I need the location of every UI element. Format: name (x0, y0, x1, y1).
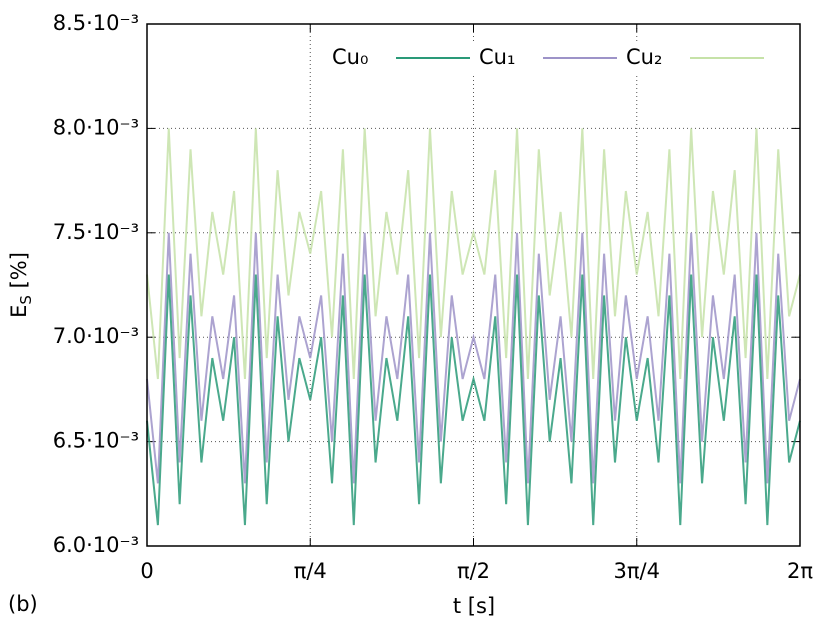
y-label-unit: [%] (7, 252, 31, 295)
x-axis-label: t [s] (453, 594, 495, 618)
x-tick-label: 0 (140, 559, 153, 583)
y-label-main: E (7, 305, 31, 318)
y-tick-label: 7.5·10⁻³ (53, 220, 139, 244)
y-tick-label: 8.5·10⁻³ (53, 11, 139, 35)
y-tick-label: 6.5·10⁻³ (53, 429, 139, 453)
x-tick-label: 3π/4 (614, 559, 660, 583)
legend-label: Cu₁ (479, 45, 515, 69)
legend-label: Cu₂ (626, 45, 662, 69)
legend-label: Cu₀ (332, 45, 368, 69)
series-line (146, 274, 801, 526)
y-tick-label: 8.0·10⁻³ (53, 115, 139, 139)
plot-frame (146, 23, 801, 547)
y-tick-label: 7.0·10⁻³ (53, 324, 139, 348)
x-tick-label: π/2 (457, 559, 490, 583)
y-axis-label: ES [%] (7, 252, 35, 318)
y-tick-label: 6.0·10⁻³ (53, 533, 139, 557)
series-line (146, 232, 801, 484)
y-label-sub: S (17, 295, 35, 305)
x-tick-label: π/4 (294, 559, 327, 583)
series-line (146, 128, 801, 380)
x-tick-label: 2π (787, 559, 813, 583)
annotation: (b) (8, 592, 38, 616)
